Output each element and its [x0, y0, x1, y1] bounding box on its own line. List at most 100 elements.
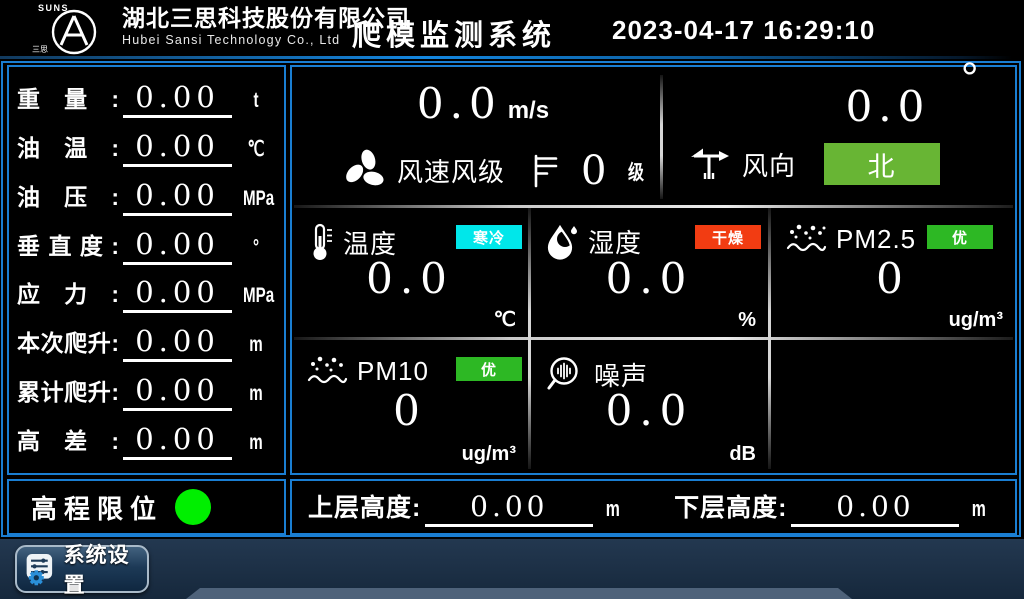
- humidity-status-badge: 干燥: [695, 225, 761, 249]
- wind-level-row: 风速风级 0 级: [342, 147, 646, 194]
- measure-unit: t: [253, 88, 259, 112]
- measure-label: 应力:: [17, 281, 119, 308]
- measure-row-current-climb: 本次爬升: 0.00 m: [17, 324, 274, 363]
- measure-row-verticality: 垂直度: 0.00 °: [17, 227, 274, 265]
- humidity-drop-icon: [547, 224, 577, 260]
- measure-row-height-diff: 高差: 0.00 m: [17, 422, 274, 460]
- measure-label: 油温:: [17, 134, 119, 161]
- temperature-unit: ℃: [493, 309, 516, 331]
- lower-height-group: 下层高度: 0.00 m: [674, 488, 989, 527]
- temperature-label: 温度: [343, 228, 398, 259]
- pm25-value: 0: [876, 254, 910, 303]
- settings-icon: [26, 554, 53, 586]
- pm10-label: PM10: [357, 355, 429, 386]
- company-logo-icon: SUNS 三思: [32, 3, 97, 55]
- company-name-en: Hubei Sansi Technology Co., Ltd: [122, 33, 341, 48]
- measure-unit: m: [249, 333, 263, 357]
- measure-value: 0.00: [123, 80, 232, 118]
- noise-icon: [547, 357, 578, 390]
- measure-label: 高差:: [17, 428, 119, 454]
- wind-vane-icon: [691, 148, 729, 179]
- humidity-cell: 湿度 干燥 0.0 %: [531, 208, 768, 337]
- temperature-header: 温度: [306, 222, 397, 262]
- wind-level-label: 风速风级: [397, 157, 506, 187]
- measure-value: 0.00: [123, 324, 232, 363]
- wind-direction-badge[interactable]: 北: [824, 143, 941, 185]
- grid-divider-vertical-1: [528, 207, 531, 469]
- measure-label: 重量:: [17, 85, 119, 112]
- company-name-block: 湖北三思科技股份有限公司 Hubei Sansi Technology Co.,…: [122, 5, 410, 48]
- company-name-cn: 湖北三思科技股份有限公司: [122, 5, 410, 31]
- pm25-icon: [786, 224, 827, 252]
- measure-value: 0.00: [123, 178, 232, 216]
- logo-mark-text: 三思: [32, 45, 48, 54]
- wind-flag-icon: [534, 154, 558, 187]
- layer-heights-panel: 上层高度: 0.00 m 下层高度: 0.00 m: [290, 479, 1017, 535]
- grid-divider-horizontal-2: [294, 337, 1013, 340]
- elevation-limit-status-light: [175, 489, 212, 525]
- pm10-unit: ug/m³: [461, 443, 516, 465]
- wind-speed-unit: m/s: [507, 97, 550, 124]
- grid-divider-horizontal-1: [294, 205, 1013, 208]
- humidity-header: 湿度: [545, 222, 642, 260]
- gear-glyph: [28, 570, 44, 586]
- noise-header: 噪声: [545, 354, 648, 394]
- footer-bar: 系统设置: [0, 539, 1024, 599]
- pm10-status-badge: 优: [456, 357, 522, 381]
- humidity-label: 湿度: [588, 227, 643, 258]
- humidity-value: 0.0: [605, 254, 694, 303]
- wind-speed-value: 0.0: [416, 79, 502, 128]
- pm10-value: 0: [393, 386, 427, 435]
- measure-label: 本次爬升:: [17, 330, 119, 357]
- footer-decoration-strip: [186, 588, 852, 599]
- measure-value: 0.00: [123, 422, 232, 460]
- pm10-cell: PM10 优 0 ug/m³: [292, 340, 528, 471]
- pm25-cell: PM2.5 优 0 ug/m³: [771, 208, 1015, 337]
- empty-cell: [771, 340, 1015, 471]
- measure-row-total-climb: 累计爬升: 0.00 m: [17, 373, 274, 412]
- noise-label: 噪声: [594, 360, 649, 391]
- wind-direction-display: 0.0 °: [812, 57, 1012, 132]
- measure-unit: °: [252, 235, 260, 259]
- measure-row-stress: 应力: 0.00 MPa: [17, 275, 274, 314]
- grid-divider-vertical-2: [768, 207, 771, 469]
- temperature-value: 0.0: [366, 254, 454, 303]
- datetime-display: 2023-04-17 16:29:10: [612, 15, 876, 45]
- measure-value: 0.00: [123, 275, 232, 314]
- measure-value: 0.00: [123, 129, 232, 167]
- wind-level-unit: 级: [628, 162, 645, 184]
- pm10-icon: [307, 356, 348, 384]
- measure-unit: m: [249, 431, 263, 454]
- humidity-unit: %: [738, 309, 756, 331]
- measure-unit: m: [249, 382, 263, 406]
- wind-direction-label: 风向: [742, 150, 797, 181]
- measure-value: 0.00: [123, 227, 232, 265]
- measure-row-oil-temp: 油温: 0.00 ℃: [17, 129, 274, 167]
- upper-height-label: 上层高度:: [308, 493, 422, 522]
- thermometer-icon: [313, 223, 332, 260]
- settings-button-label: 系统设置: [63, 544, 130, 597]
- wind-direction-row: 风向 北: [688, 143, 941, 185]
- wind-speed-display: 0.0 m/s: [358, 79, 608, 128]
- pm25-unit: ug/m³: [948, 309, 1003, 331]
- noise-unit: dB: [729, 443, 756, 465]
- header: SUNS 三思 湖北三思科技股份有限公司 Hubei Sansi Technol…: [0, 0, 1024, 59]
- logo-suns-text: SUNS: [38, 3, 69, 13]
- temperature-cell: 温度 寒冷 0.0 ℃: [292, 208, 528, 337]
- wind-direction-unit: °: [960, 54, 979, 103]
- temperature-status-badge: 寒冷: [456, 225, 522, 249]
- upper-height-unit: m: [606, 495, 621, 521]
- noise-value: 0.0: [605, 386, 694, 435]
- upper-height-value: 0.00: [425, 490, 594, 527]
- pm25-status-badge: 优: [927, 225, 993, 249]
- noise-cell: 噪声 0.0 dB: [531, 340, 768, 471]
- lower-height-unit: m: [972, 495, 987, 521]
- elevation-limit-panel: 高程限位: [7, 479, 286, 535]
- measure-row-weight: 重量: 0.00 t: [17, 80, 274, 118]
- fan-icon: [346, 149, 384, 186]
- header-divider: [0, 56, 1012, 59]
- system-settings-button[interactable]: 系统设置: [15, 544, 149, 597]
- measurement-panel: 重量: 0.00 t 油温: 0.00 ℃ 油压: 0.00 MPa 垂直度: …: [7, 65, 286, 475]
- measure-row-oil-pressure: 油压: 0.00 MPa: [17, 178, 274, 216]
- wind-level-value: 0: [581, 147, 607, 194]
